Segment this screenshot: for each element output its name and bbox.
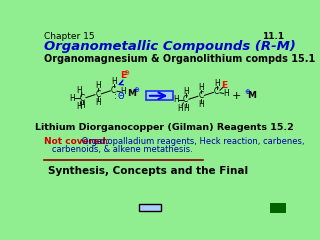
Text: Not covered:: Not covered: [44, 137, 109, 146]
Text: H: H [177, 104, 183, 113]
Text: ⊕: ⊕ [124, 70, 130, 76]
Text: 11.1: 11.1 [262, 32, 284, 41]
Text: ⊕: ⊕ [245, 89, 251, 95]
Text: C: C [95, 90, 101, 99]
Text: H: H [95, 98, 101, 107]
Text: H: H [198, 100, 204, 109]
Text: H: H [173, 95, 179, 104]
Text: H: H [69, 94, 75, 103]
Text: H: H [198, 83, 204, 92]
Text: Organometallic Compounds (R-M): Organometallic Compounds (R-M) [44, 40, 296, 53]
Text: Organomagnesium & Organolithium compds 15.1: Organomagnesium & Organolithium compds 1… [44, 54, 315, 64]
Text: H: H [76, 102, 82, 111]
Bar [139, 204, 161, 211]
Text: H: H [76, 86, 82, 95]
FancyBboxPatch shape [146, 91, 172, 100]
Text: H: H [111, 78, 116, 86]
Text: C: C [199, 91, 204, 100]
Text: Organopalladium reagents, Heck reaction, carbenes,: Organopalladium reagents, Heck reaction,… [79, 137, 304, 146]
Text: H: H [183, 104, 188, 113]
Text: Lithium Diorganocopper (Gilman) Reagents 15.2: Lithium Diorganocopper (Gilman) Reagents… [35, 123, 293, 132]
Text: E: E [221, 80, 228, 90]
Text: M: M [127, 89, 136, 98]
Text: H: H [120, 87, 126, 96]
Text: H: H [223, 89, 229, 98]
Text: M: M [247, 90, 256, 100]
Text: +: + [231, 91, 241, 101]
Text: C: C [80, 94, 85, 103]
Text: C: C [183, 95, 188, 104]
Text: :: : [114, 92, 116, 101]
Text: H: H [183, 87, 188, 96]
Text: Synthesis, Concepts and the Final: Synthesis, Concepts and the Final [48, 166, 248, 176]
Text: H: H [80, 101, 85, 110]
Text: H: H [214, 79, 220, 88]
Bar [270, 203, 286, 213]
Text: Θ: Θ [117, 92, 124, 101]
Text: Chapter 15: Chapter 15 [44, 32, 94, 41]
Text: C: C [214, 87, 219, 96]
Text: ⊕: ⊕ [133, 87, 139, 93]
Text: H: H [95, 81, 101, 90]
Text: C: C [111, 86, 116, 95]
FancyArrowPatch shape [119, 80, 124, 85]
Text: E: E [120, 71, 126, 79]
Text: carbenoids, & alkene metathesis.: carbenoids, & alkene metathesis. [44, 145, 193, 154]
